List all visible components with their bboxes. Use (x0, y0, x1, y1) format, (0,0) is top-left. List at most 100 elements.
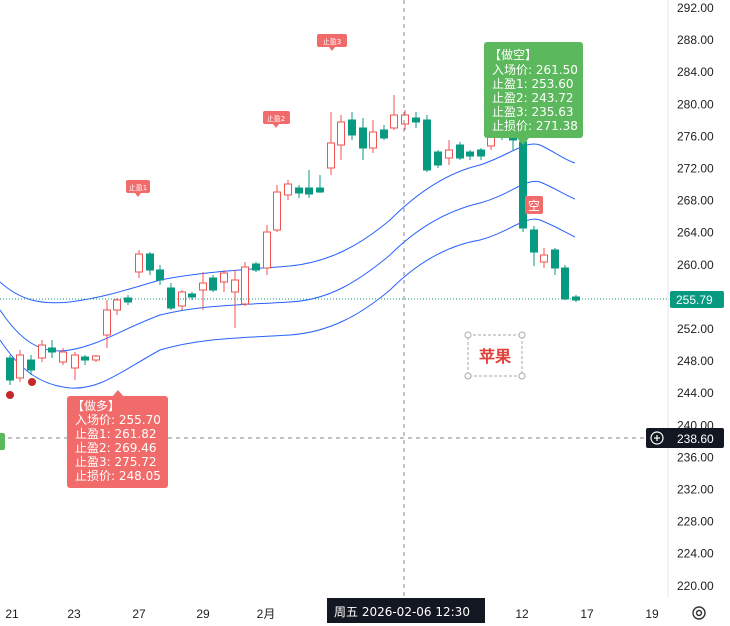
price-tick-label: 224.00 (677, 547, 714, 561)
price-tick-label: 276.00 (677, 129, 714, 143)
candle-body (348, 119, 356, 136)
svg-text:止损价: 271.38: 止损价: 271.38 (492, 119, 578, 133)
candle-body (252, 263, 260, 271)
candle-body (81, 356, 89, 361)
candle-body (16, 354, 24, 379)
watermark-text-box[interactable]: 苹果 (464, 331, 526, 380)
buy-signal-dot (28, 378, 36, 386)
last-price-value: 255.79 (676, 293, 713, 307)
candle-body (551, 249, 559, 269)
band-line (0, 143, 576, 304)
svg-text:止盈3: 止盈3 (323, 37, 341, 46)
candle-body (327, 142, 335, 169)
price-tick-label: 244.00 (677, 386, 714, 400)
candle-body (273, 191, 281, 231)
plus-circle-icon[interactable] (650, 431, 664, 445)
svg-text:止盈1: 261.82: 止盈1: 261.82 (75, 427, 156, 441)
svg-text:止盈1: 止盈1 (129, 183, 147, 192)
svg-text:止盈1: 253.60: 止盈1: 253.60 (492, 77, 573, 91)
candle-body (390, 114, 398, 129)
candle-body (369, 131, 377, 149)
price-tick-label: 228.00 (677, 515, 714, 529)
buy-signal-dot (6, 391, 14, 399)
svg-text:止盈2: 243.72: 止盈2: 243.72 (492, 91, 573, 105)
candle-body (295, 187, 303, 194)
candle-body (167, 287, 175, 309)
candle-body (434, 151, 442, 166)
crosshair-time-value: 周五 2026-02-06 12:30 (334, 605, 470, 619)
candle-body (380, 129, 388, 139)
edge-tag (0, 433, 5, 450)
candle-body (423, 119, 431, 171)
candle-body (263, 231, 271, 269)
svg-text:入场价: 255.70: 入场价: 255.70 (75, 413, 161, 427)
crosshair-price-tag (646, 428, 724, 448)
price-tick-label: 272.00 (677, 162, 714, 176)
candle-body (103, 309, 111, 336)
candle-body (178, 291, 186, 307)
long-signal-box: 【做多】 入场价: 255.70 止盈1: 261.82 止盈2: 269.46… (67, 390, 168, 488)
gear-icon[interactable] (692, 606, 706, 620)
time-tick-label: 19 (645, 607, 659, 621)
svg-text:空: 空 (528, 199, 540, 213)
candle-body (519, 141, 527, 229)
price-tick-label: 220.00 (677, 579, 714, 593)
candle-body (540, 254, 548, 263)
tp2-marker: 止盈2 (263, 111, 290, 128)
last-price-tag (670, 291, 724, 308)
svg-text:【做多】: 【做多】 (72, 398, 120, 413)
candle-body (135, 253, 143, 273)
price-tick-label: 288.00 (677, 33, 714, 47)
svg-text:止损价: 248.05: 止损价: 248.05 (75, 469, 161, 483)
candle-body (284, 183, 292, 196)
time-axis[interactable]: 21 23 27 29 2月 12 17 19 (5, 607, 659, 621)
time-tick-label: 29 (196, 607, 210, 621)
crosshair-time-tag (327, 598, 485, 623)
short-marker: 空 (525, 196, 543, 214)
candle-body (113, 299, 121, 311)
candle-body (199, 282, 207, 291)
candle-body (305, 187, 313, 195)
candle-body (401, 114, 409, 125)
candle-body (71, 354, 79, 369)
price-tick-label: 248.00 (677, 354, 714, 368)
time-tick-label: 17 (580, 607, 594, 621)
time-tick-label: 27 (132, 607, 146, 621)
candle-body (477, 149, 485, 157)
svg-text:入场价: 261.50: 入场价: 261.50 (492, 63, 578, 77)
price-tick-label: 280.00 (677, 97, 714, 111)
time-tick-label: 23 (67, 607, 81, 621)
time-tick-label: 21 (5, 607, 19, 621)
candle-body (456, 144, 464, 159)
candle-body (445, 149, 453, 159)
tp1-marker: 止盈1 (126, 180, 150, 197)
candle-body (412, 117, 420, 123)
candle-body (156, 269, 164, 281)
price-tick-label: 268.00 (677, 194, 714, 208)
candle-body (220, 272, 228, 283)
price-tick-label: 236.00 (677, 450, 714, 464)
candle-body (124, 297, 132, 303)
candle-body (466, 151, 474, 157)
candle-body (6, 357, 14, 381)
svg-text:止盈2: 269.46: 止盈2: 269.46 (75, 441, 156, 455)
price-tick-label: 252.00 (677, 322, 714, 336)
candle-body (359, 127, 367, 149)
candle-body (241, 266, 249, 305)
candle-body (209, 277, 217, 291)
candle-body (337, 121, 345, 146)
candle-body (38, 344, 46, 359)
candle-body (59, 351, 67, 363)
price-tick-label: 284.00 (677, 65, 714, 79)
svg-text:止盈3: 235.63: 止盈3: 235.63 (492, 105, 573, 119)
candle-body (316, 187, 324, 193)
candle-body (48, 347, 56, 353)
svg-text:止盈3: 275.72: 止盈3: 275.72 (75, 455, 156, 469)
candle-body (27, 359, 35, 371)
candle-body (92, 355, 100, 361)
candle-body (188, 293, 196, 298)
svg-text:苹果: 苹果 (479, 347, 511, 366)
price-axis[interactable]: 292.00 288.00 284.00 280.00 276.00 272.00 268.… (677, 1, 714, 593)
candle-body (231, 279, 239, 293)
